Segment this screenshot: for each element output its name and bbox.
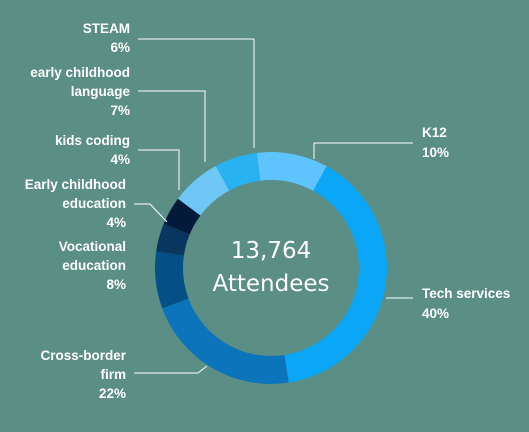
slice-tech-services <box>284 166 387 383</box>
slice-label-vocational-education: Vocational <box>59 239 126 254</box>
slice-cross-border-firm <box>162 298 289 384</box>
slice-k12 <box>256 151 327 191</box>
slice-early-childhood-language <box>177 165 230 216</box>
leader-line-kids-coding <box>138 149 180 190</box>
slice-label-tech-services: Tech services <box>422 286 510 301</box>
slice-label-kids-coding: kids coding <box>55 133 130 148</box>
leader-line-cross-border-firm <box>134 365 208 374</box>
slice-labels: K12 10% Tech services 40% Cross-border firm 22… <box>25 21 511 401</box>
leader-line-steam <box>138 38 255 148</box>
slice-label-early-childhood-education: education <box>62 196 126 211</box>
slice-percent-early-childhood-language: 7% <box>110 103 130 118</box>
center-value: 13,764 <box>231 238 311 264</box>
slice-label-early-childhood-education: Early childhood <box>25 177 126 192</box>
slice-percent-tech-services: 40% <box>422 306 449 321</box>
slice-label-early-childhood-language: language <box>71 84 131 99</box>
slice-label-steam: STEAM <box>83 21 130 36</box>
slice-percent-k12: 10% <box>422 145 449 160</box>
slice-label-k12: K12 <box>422 125 447 140</box>
slice-label-vocational-education: education <box>62 258 126 273</box>
slice-percent-cross-border-firm: 22% <box>99 386 126 401</box>
slice-steam <box>215 152 261 191</box>
slice-percent-steam: 6% <box>110 40 130 55</box>
slice-label-early-childhood-language: early childhood <box>30 65 130 80</box>
leader-line-early-childhood-education <box>134 203 168 223</box>
center-label: Attendees <box>213 271 330 297</box>
leader-line-early-childhood-language <box>138 90 206 162</box>
leader-lines <box>134 38 413 374</box>
slice-label-cross-border-firm: Cross-border <box>40 348 126 363</box>
slice-vocational-education <box>155 251 189 309</box>
donut-slices <box>155 151 387 384</box>
slice-percent-early-childhood-education: 4% <box>106 215 126 230</box>
slice-percent-vocational-education: 8% <box>106 277 126 292</box>
slice-percent-kids-coding: 4% <box>110 152 130 167</box>
leader-line-k12 <box>313 142 413 159</box>
slice-label-cross-border-firm: firm <box>100 367 126 382</box>
slice-kids-coding <box>163 198 201 235</box>
slice-early-childhood-education <box>156 223 190 256</box>
